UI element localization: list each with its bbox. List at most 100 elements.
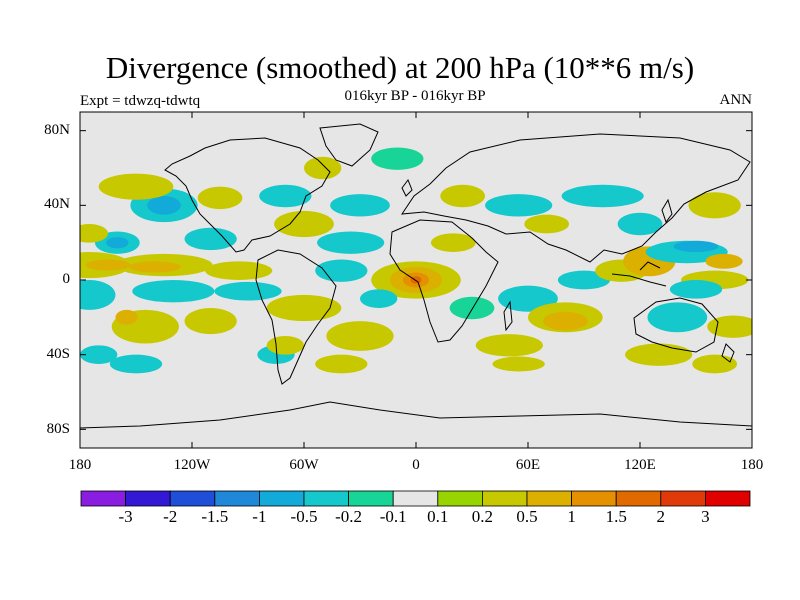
coast-north-america [164, 137, 331, 253]
coast-australia [633, 297, 719, 353]
colorbar-box-4 [258, 490, 305, 507]
contour-blob-46 [557, 270, 611, 290]
contour-blob-54 [647, 302, 708, 333]
contour-blob-41 [498, 285, 558, 312]
ytick-40n: 40N [44, 196, 70, 212]
experiment-label: Expt = tdwzq-tdwtq [80, 93, 201, 109]
contour-blob-8 [147, 196, 181, 215]
contour-blob-3 [85, 259, 131, 271]
colorbar-box-1 [125, 490, 171, 507]
coast-greenland [319, 123, 379, 167]
colorbar-label-3: -1 [252, 507, 267, 526]
contour-blob-36 [449, 296, 495, 320]
contour-blob-21 [330, 194, 390, 217]
contour-blob-27 [315, 354, 368, 374]
colorbar-label-11: 1.5 [605, 507, 627, 526]
coast-eurasia [401, 133, 751, 263]
colorbar-label-5: -0.2 [335, 507, 363, 526]
contour-blob-38 [485, 194, 553, 217]
colorbar-label-6: -0.1 [379, 507, 407, 526]
colorbar-label-8: 0.2 [471, 507, 494, 526]
contour-blob-40 [440, 184, 486, 208]
coast-south-america [255, 249, 337, 385]
xtick-60w: 60W [289, 457, 319, 473]
contour-blob-55 [669, 280, 723, 299]
contour-blob-57 [625, 343, 693, 366]
colorbar-label-9: 0.5 [516, 507, 538, 526]
contour-blob-2 [205, 261, 273, 280]
contour-blob-37 [430, 233, 476, 253]
coast-japan [661, 198, 673, 224]
xtick-120w: 120W [173, 457, 211, 473]
colorbar-box-7 [392, 490, 439, 507]
contour-blob-14 [214, 281, 282, 301]
colorbar-box-8 [437, 490, 483, 507]
ytick-80s: 80S [46, 421, 70, 437]
xtick-60e: 60E [515, 457, 541, 473]
contour-blob-51 [617, 212, 663, 236]
contour-blob-20 [274, 210, 334, 238]
colorbar-box-10 [526, 490, 572, 507]
contour-blob-30 [371, 147, 424, 170]
ytick-0: 0 [62, 271, 71, 287]
colorbar-label-7: 0.1 [427, 507, 449, 526]
chart-title: Divergence (smoothed) at 200 hPa (10**6 … [105, 50, 695, 85]
contour-blob-13 [132, 280, 215, 303]
coast-madagascar [503, 300, 513, 332]
contour-fill-layer [80, 147, 752, 374]
contour-blob-44 [475, 334, 543, 357]
contour-blob-53 [705, 253, 743, 269]
coast-uk [401, 178, 413, 197]
period-label: 016kyr BP - 016kyr BP [344, 88, 486, 104]
colorbar-box-13 [660, 490, 706, 507]
colorbar-box-3 [214, 490, 260, 507]
colorbar-box-6 [348, 490, 394, 507]
season-label: ANN [719, 92, 753, 108]
colorbar [80, 490, 751, 507]
contour-blob-43 [542, 311, 588, 331]
coast-antarctica [80, 401, 752, 429]
axis-ticks [79, 112, 753, 448]
contour-blob-61 [80, 345, 118, 364]
ytick-40s: 40S [46, 346, 70, 362]
colorbar-box-0 [80, 490, 126, 507]
contour-blob-39 [524, 214, 570, 234]
colorbar-label-2: -1.5 [201, 507, 229, 526]
contour-blob-28 [266, 336, 305, 355]
xtick-180w: 180 [68, 457, 92, 473]
contour-blob-26 [326, 321, 394, 351]
contour-blob-11 [197, 186, 243, 210]
contour-blob-50 [673, 240, 719, 252]
colorbar-box-5 [303, 490, 349, 507]
colorbar-box-12 [615, 490, 662, 507]
contour-blob-4 [128, 261, 181, 273]
contour-blob-23 [317, 231, 385, 254]
contour-blob-34 [410, 276, 422, 284]
contour-blob-59 [561, 184, 644, 208]
colorbar-box-14 [705, 490, 751, 507]
contour-blob-10 [98, 173, 174, 200]
contour-blob-18 [109, 354, 163, 374]
coast-africa [389, 219, 499, 343]
contour-blob-7 [184, 227, 237, 251]
colorbar-label-13: 3 [701, 507, 710, 526]
coastlines [80, 123, 752, 429]
contour-blob-24 [315, 259, 368, 282]
contour-blob-62 [80, 224, 108, 243]
colorbar-box-11 [571, 490, 617, 507]
colorbar-label-4: -0.5 [290, 507, 318, 526]
contour-blob-22 [259, 184, 312, 208]
coast-new-zealand [721, 343, 735, 363]
contour-blob-56 [707, 315, 752, 338]
colorbar-label-1: -2 [163, 507, 178, 526]
contour-blob-9 [106, 237, 129, 249]
colorbar-box-2 [169, 490, 216, 507]
contour-blob-35 [360, 289, 398, 308]
contour-blob-17 [184, 308, 237, 335]
colorbar-label-10: 1 [567, 507, 576, 526]
xtick-0: 0 [412, 457, 420, 473]
colorbar-box-9 [481, 490, 528, 507]
colorbar-label-12: 2 [656, 507, 666, 526]
colorbar-label-0: -3 [118, 507, 133, 526]
